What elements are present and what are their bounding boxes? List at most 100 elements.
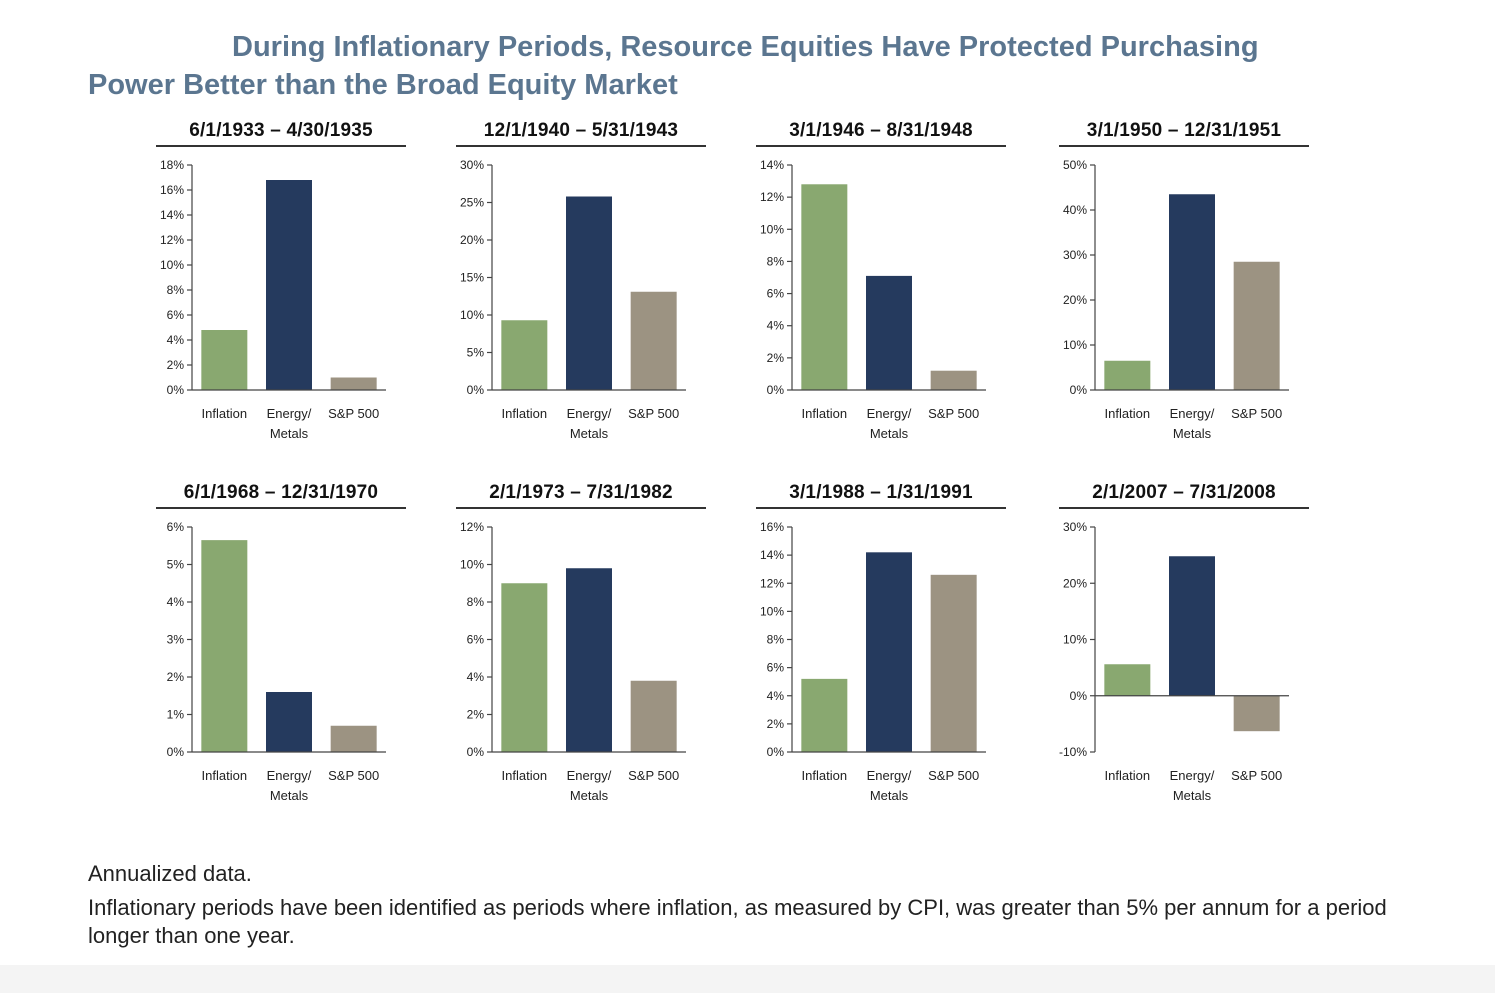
category-label: Inflation (502, 406, 548, 421)
bar-energy-metals (566, 568, 612, 752)
y-tick-label: 8% (767, 633, 785, 647)
bar-inflation (201, 330, 248, 390)
y-tick-label: 6% (767, 287, 785, 301)
footnote-annualized: Annualized data. (88, 861, 252, 886)
category-label: S&P 500 (928, 768, 979, 783)
category-label: Energy/ (867, 406, 912, 421)
chart-title: During Inflationary Periods, Resource Eq… (88, 28, 1348, 104)
bar-sp500 (1233, 695, 1280, 732)
y-tick-label: 30% (1063, 248, 1087, 262)
panel-1940: 12/1/1940 – 5/31/1943 0% 5% 10% 15% 20% 25% 30… (450, 120, 710, 450)
y-tick-label: 8% (467, 595, 485, 609)
y-tick-label: 8% (767, 254, 785, 268)
y-tick-label: 1% (167, 708, 185, 722)
y-tick-label: 30% (460, 158, 484, 172)
y-tick-label: 20% (1063, 576, 1087, 590)
bar-inflation (501, 583, 548, 752)
category-label: Energy/ (567, 406, 612, 421)
category-label: S&P 500 (1231, 406, 1282, 421)
y-tick-label: 0% (767, 745, 785, 759)
panel-1968: 6/1/1968 – 12/31/1970 0% 1% 2% 3% 4% 5% 6% Infl… (150, 482, 410, 812)
y-tick-label: 6% (467, 633, 485, 647)
bar-sp500 (630, 680, 677, 752)
category-label: Inflation (802, 768, 848, 783)
panel-title: 3/1/1946 – 8/31/1948 (756, 120, 1006, 147)
y-tick-label: 5% (467, 346, 485, 360)
category-label: Inflation (502, 768, 548, 783)
panel-title: 6/1/1933 – 4/30/1935 (156, 120, 406, 147)
category-label: S&P 500 (628, 768, 679, 783)
category-label: Energy/ (567, 768, 612, 783)
y-tick-label: 8% (167, 283, 185, 297)
y-tick-label: 0% (1070, 689, 1088, 703)
bar-energy-metals (566, 196, 612, 390)
y-tick-label: 6% (767, 661, 785, 675)
y-tick-label: 4% (167, 595, 185, 609)
bar-sp500 (330, 377, 377, 390)
category-label: S&P 500 (328, 768, 379, 783)
bar-inflation (501, 320, 548, 390)
panel-1973: 2/1/1973 – 7/31/1982 0% 2% 4% 6% 8% 10% 12% Inf… (450, 482, 710, 812)
bar-sp500 (330, 725, 377, 752)
y-tick-label: 18% (160, 158, 184, 172)
y-tick-label: 15% (460, 271, 484, 285)
y-tick-label: 3% (167, 633, 185, 647)
category-label: Metals (570, 426, 609, 441)
bar-chart: 0% 2% 4% 6% 8% 10% 12% Inflation Energy/Metals S&… (460, 520, 686, 803)
y-tick-label: 14% (160, 208, 184, 222)
category-label: Inflation (1105, 406, 1151, 421)
y-tick-label: 4% (767, 689, 785, 703)
bar-chart: 0% 5% 10% 15% 20% 25% 30% Inflation Energy/Metal… (460, 158, 686, 441)
panel-2007: 2/1/2007 – 7/31/2008 -10% 0% 10% 20% 30% Infl… (1053, 482, 1313, 812)
y-tick-label: 0% (167, 383, 185, 397)
bar-chart: -10% 0% 10% 20% 30% Inflation Energy/Metals S&P… (1059, 520, 1289, 803)
category-label: Metals (870, 788, 909, 803)
panel-title: 3/1/1950 – 12/31/1951 (1059, 120, 1309, 147)
y-tick-label: 14% (760, 548, 784, 562)
y-tick-label: 2% (467, 708, 485, 722)
y-tick-label: 12% (760, 190, 784, 204)
y-tick-label: 30% (1063, 520, 1087, 534)
y-tick-label: 4% (467, 670, 485, 684)
y-tick-label: 10% (460, 308, 484, 322)
bar-energy-metals (1169, 556, 1215, 696)
y-tick-label: 10% (760, 604, 784, 618)
bar-chart: 0% 10% 20% 30% 40% 50% Inflation Energy/Metals S… (1063, 158, 1289, 441)
y-tick-label: 0% (167, 745, 185, 759)
panel-1950: 3/1/1950 – 12/31/1951 0% 10% 20% 30% 40% 50% I… (1053, 120, 1313, 450)
category-label: Inflation (202, 406, 248, 421)
category-label: Metals (270, 426, 309, 441)
y-tick-label: -10% (1059, 745, 1087, 759)
bar-inflation (801, 184, 848, 390)
y-tick-label: 10% (160, 258, 184, 272)
bar-energy-metals (266, 692, 312, 752)
y-tick-label: 4% (767, 319, 785, 333)
bar-sp500 (1233, 261, 1280, 390)
bar-energy-metals (266, 180, 312, 390)
y-tick-label: 10% (1063, 633, 1087, 647)
panel-title: 2/1/1973 – 7/31/1982 (456, 482, 706, 509)
y-tick-label: 6% (167, 520, 185, 534)
y-tick-label: 0% (467, 745, 485, 759)
panel-1933: 6/1/1933 – 4/30/1935 0% 2% 4% 6% 8% 10% 12% 14%… (150, 120, 410, 450)
y-tick-label: 10% (760, 222, 784, 236)
category-label: Metals (870, 426, 909, 441)
y-tick-label: 50% (1063, 158, 1087, 172)
title-line-1: During Inflationary Periods, Resource Eq… (232, 31, 1259, 63)
category-label: Metals (570, 788, 609, 803)
y-tick-label: 14% (760, 158, 784, 172)
y-tick-label: 25% (460, 196, 484, 210)
bar-inflation (801, 678, 848, 752)
bar-sp500 (930, 574, 977, 752)
panel-title: 3/1/1988 – 1/31/1991 (756, 482, 1006, 509)
panel-1988: 3/1/1988 – 1/31/1991 0% 2% 4% 6% 8% 10% 12% 14%… (750, 482, 1010, 812)
bottom-band (0, 965, 1495, 993)
y-tick-label: 12% (460, 520, 484, 534)
footnote-definition: Inflationary periods have been identifie… (88, 895, 1387, 948)
bar-inflation (201, 540, 248, 752)
y-tick-label: 5% (167, 558, 185, 572)
y-tick-label: 2% (167, 670, 185, 684)
y-tick-label: 10% (1063, 338, 1087, 352)
y-tick-label: 2% (767, 351, 785, 365)
bar-energy-metals (1169, 194, 1215, 390)
